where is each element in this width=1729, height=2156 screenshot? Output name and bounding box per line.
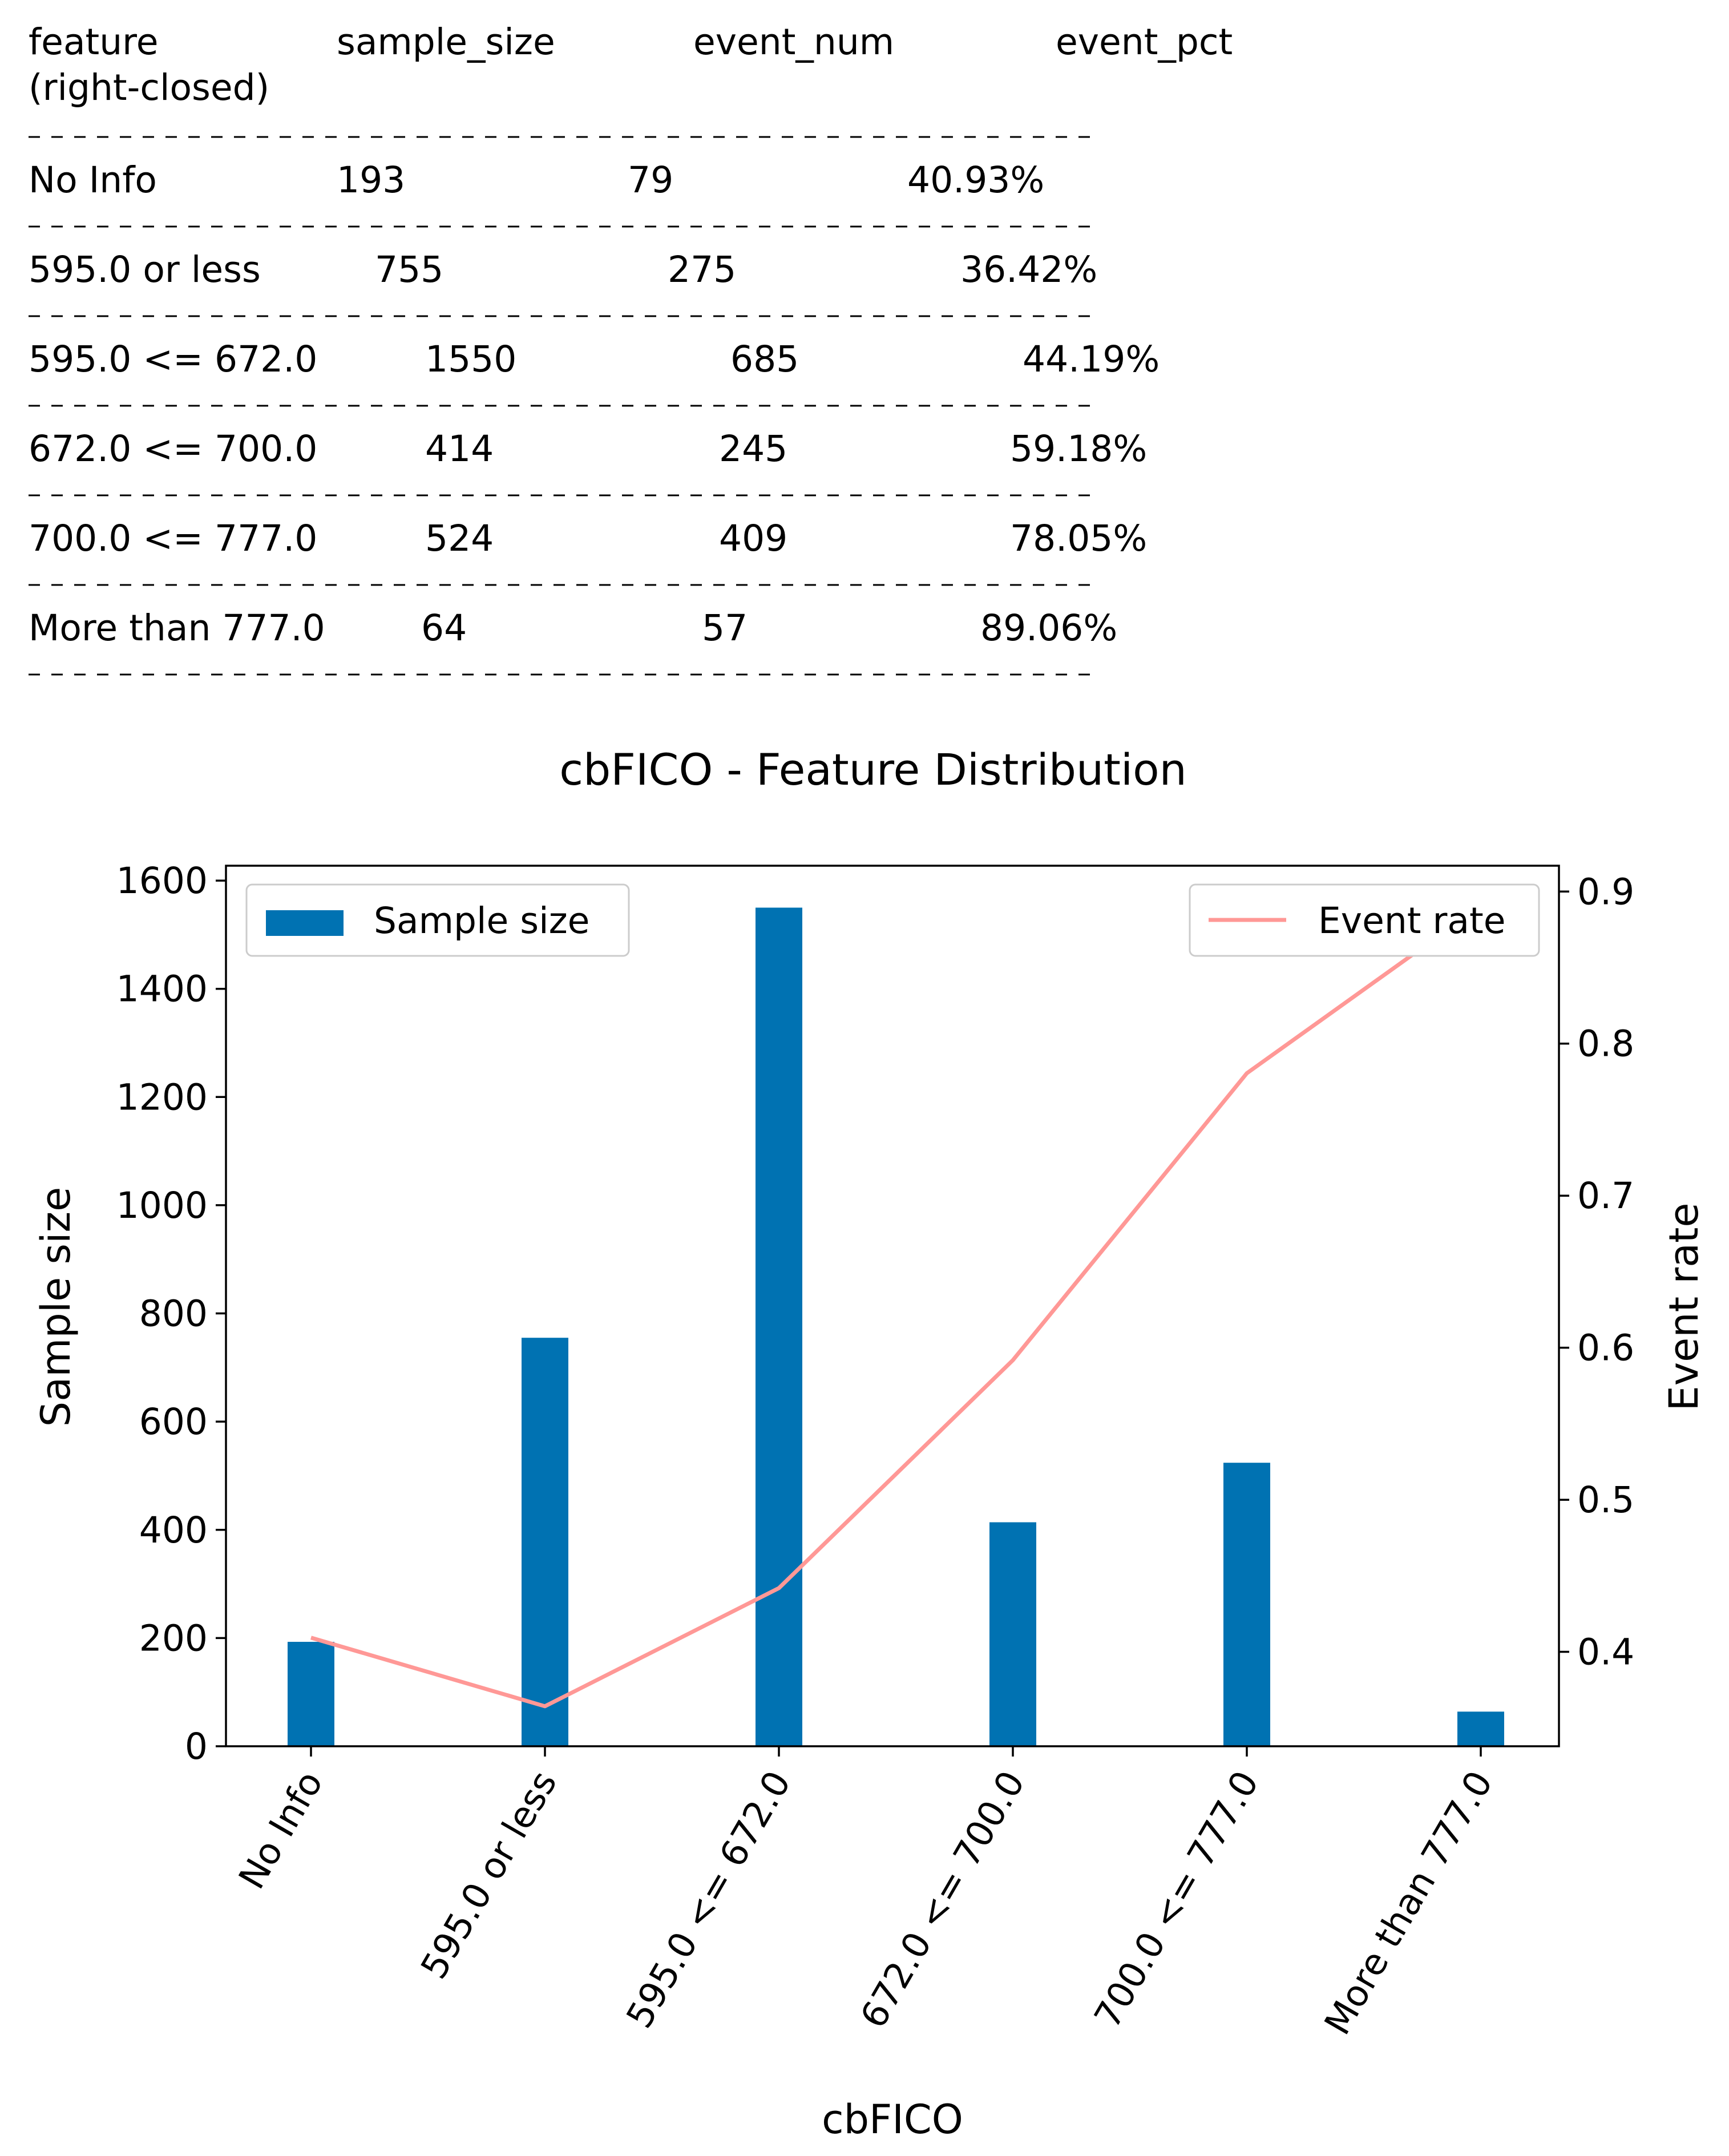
chart-title: cbFICO - Feature Distribution <box>559 744 1187 795</box>
table-cell: 44.19% <box>1023 338 1160 380</box>
table-cell: 414 <box>425 428 494 470</box>
table-cell: More than 777.0 <box>29 607 325 649</box>
bar-1 <box>522 1338 568 1746</box>
table-cell: 595.0 or less <box>29 249 261 290</box>
table-cell: 409 <box>719 518 787 559</box>
table-cell: 275 <box>668 249 736 290</box>
table-cell: No Info <box>29 159 157 201</box>
bar-3 <box>989 1522 1036 1746</box>
left-axis: 0 200 400 600 800 1000 1200 1400 1600 <box>116 860 226 1767</box>
y-right-tick-label: 0.9 <box>1577 871 1634 913</box>
legend-label-sample-size: Sample size <box>374 900 589 942</box>
y-right-tick-label: 0.6 <box>1577 1327 1634 1369</box>
event-rate-line <box>310 904 1482 1709</box>
x-tick-label: No Info <box>231 1764 331 1896</box>
y-axis-label: Sample size <box>33 1187 79 1427</box>
y-axis-right-label: Event rate <box>1661 1203 1707 1411</box>
table-row: No Info 193 79 40.93% <box>29 159 1044 201</box>
table-row: 595.0 or less 755 275 36.42% <box>29 249 1097 290</box>
x-axis: No Info 595.0 or less 595.0 <= 672.0 672.0 … <box>231 1746 1501 2042</box>
y-right-tick-label: 0.5 <box>1577 1479 1634 1521</box>
bar-series <box>288 907 1504 1746</box>
table-cell: 595.0 <= 672.0 <box>29 338 317 380</box>
table-cell: 1550 <box>425 338 516 380</box>
table-header: feature (right-closed) sample_size event… <box>29 21 1233 108</box>
y-tick-label: 1600 <box>116 860 208 902</box>
y-tick-label: 1400 <box>116 968 208 1010</box>
plot-frame <box>225 865 1560 1747</box>
y-tick-label: 1000 <box>116 1185 208 1226</box>
header-feature-sub: (right-closed) <box>29 67 269 108</box>
table-row: 700.0 <= 777.0 524 409 78.05% <box>29 518 1147 559</box>
table-cell: 193 <box>337 159 405 201</box>
table-cell: 700.0 <= 777.0 <box>29 518 317 559</box>
y-right-tick-label: 0.8 <box>1577 1023 1634 1065</box>
bar-0 <box>288 1642 334 1746</box>
table-cell: 524 <box>425 518 494 559</box>
y-tick-label: 600 <box>139 1401 208 1443</box>
bar-2 <box>756 907 802 1746</box>
legend-event-rate: Event rate <box>1189 883 1540 957</box>
table-body: No Info 193 79 40.93% 595.0 or less 755 275 36.… <box>29 136 1160 676</box>
table-row: 672.0 <= 700.0 414 245 59.18% <box>29 428 1147 470</box>
table-cell: 89.06% <box>980 607 1117 649</box>
table-cell: 79 <box>628 159 673 201</box>
table-cell: 672.0 <= 700.0 <box>29 428 317 470</box>
header-feature: feature <box>29 21 158 63</box>
y-tick-label: 800 <box>139 1293 208 1335</box>
y-tick-label: 0 <box>185 1726 208 1767</box>
y-right-tick-label: 0.7 <box>1577 1175 1634 1217</box>
y-tick-label: 1200 <box>116 1076 208 1118</box>
table-cell: 40.93% <box>907 159 1044 201</box>
x-tick-label: 595.0 <= 672.0 <box>619 1764 799 2035</box>
table-cell: 755 <box>375 249 443 290</box>
legend-sample-size: Sample size <box>245 883 630 957</box>
summary-table: feature (right-closed) sample_size event… <box>29 21 1233 676</box>
table-row: More than 777.0 64 57 89.06% <box>29 607 1117 649</box>
x-axis-label: cbFICO <box>822 2096 963 2143</box>
right-axis: 0.4 0.5 0.6 0.7 0.8 0.9 <box>1559 871 1634 1673</box>
table-cell: 57 <box>702 607 748 649</box>
y-tick-label: 200 <box>139 1617 208 1659</box>
x-tick-label: More than 777.0 <box>1316 1764 1501 2042</box>
bar-5 <box>1457 1711 1504 1746</box>
table-cell: 59.18% <box>1010 428 1147 470</box>
y-right-tick-label: 0.4 <box>1577 1632 1634 1673</box>
x-tick-label: 595.0 or less <box>413 1764 565 1986</box>
table-cell: 36.42% <box>960 249 1097 290</box>
header-sample-size: sample_size <box>337 21 555 63</box>
header-event-pct: event_pct <box>1056 21 1233 63</box>
table-row: 595.0 <= 672.0 1550 685 44.19% <box>29 338 1160 380</box>
table-cell: 64 <box>421 607 467 649</box>
line-series <box>310 904 1482 1709</box>
x-tick-label: 672.0 <= 700.0 <box>853 1764 1033 2035</box>
x-tick-label: 700.0 <= 777.0 <box>1086 1764 1267 2035</box>
legend-swatch-bar <box>266 910 344 936</box>
legend-label-event-rate: Event rate <box>1318 900 1505 942</box>
table-cell: 78.05% <box>1010 518 1147 559</box>
bar-4 <box>1223 1463 1270 1746</box>
table-cell: 245 <box>719 428 787 470</box>
table-cell: 685 <box>730 338 799 380</box>
header-event-num: event_num <box>693 21 894 63</box>
y-tick-label: 400 <box>139 1509 208 1551</box>
